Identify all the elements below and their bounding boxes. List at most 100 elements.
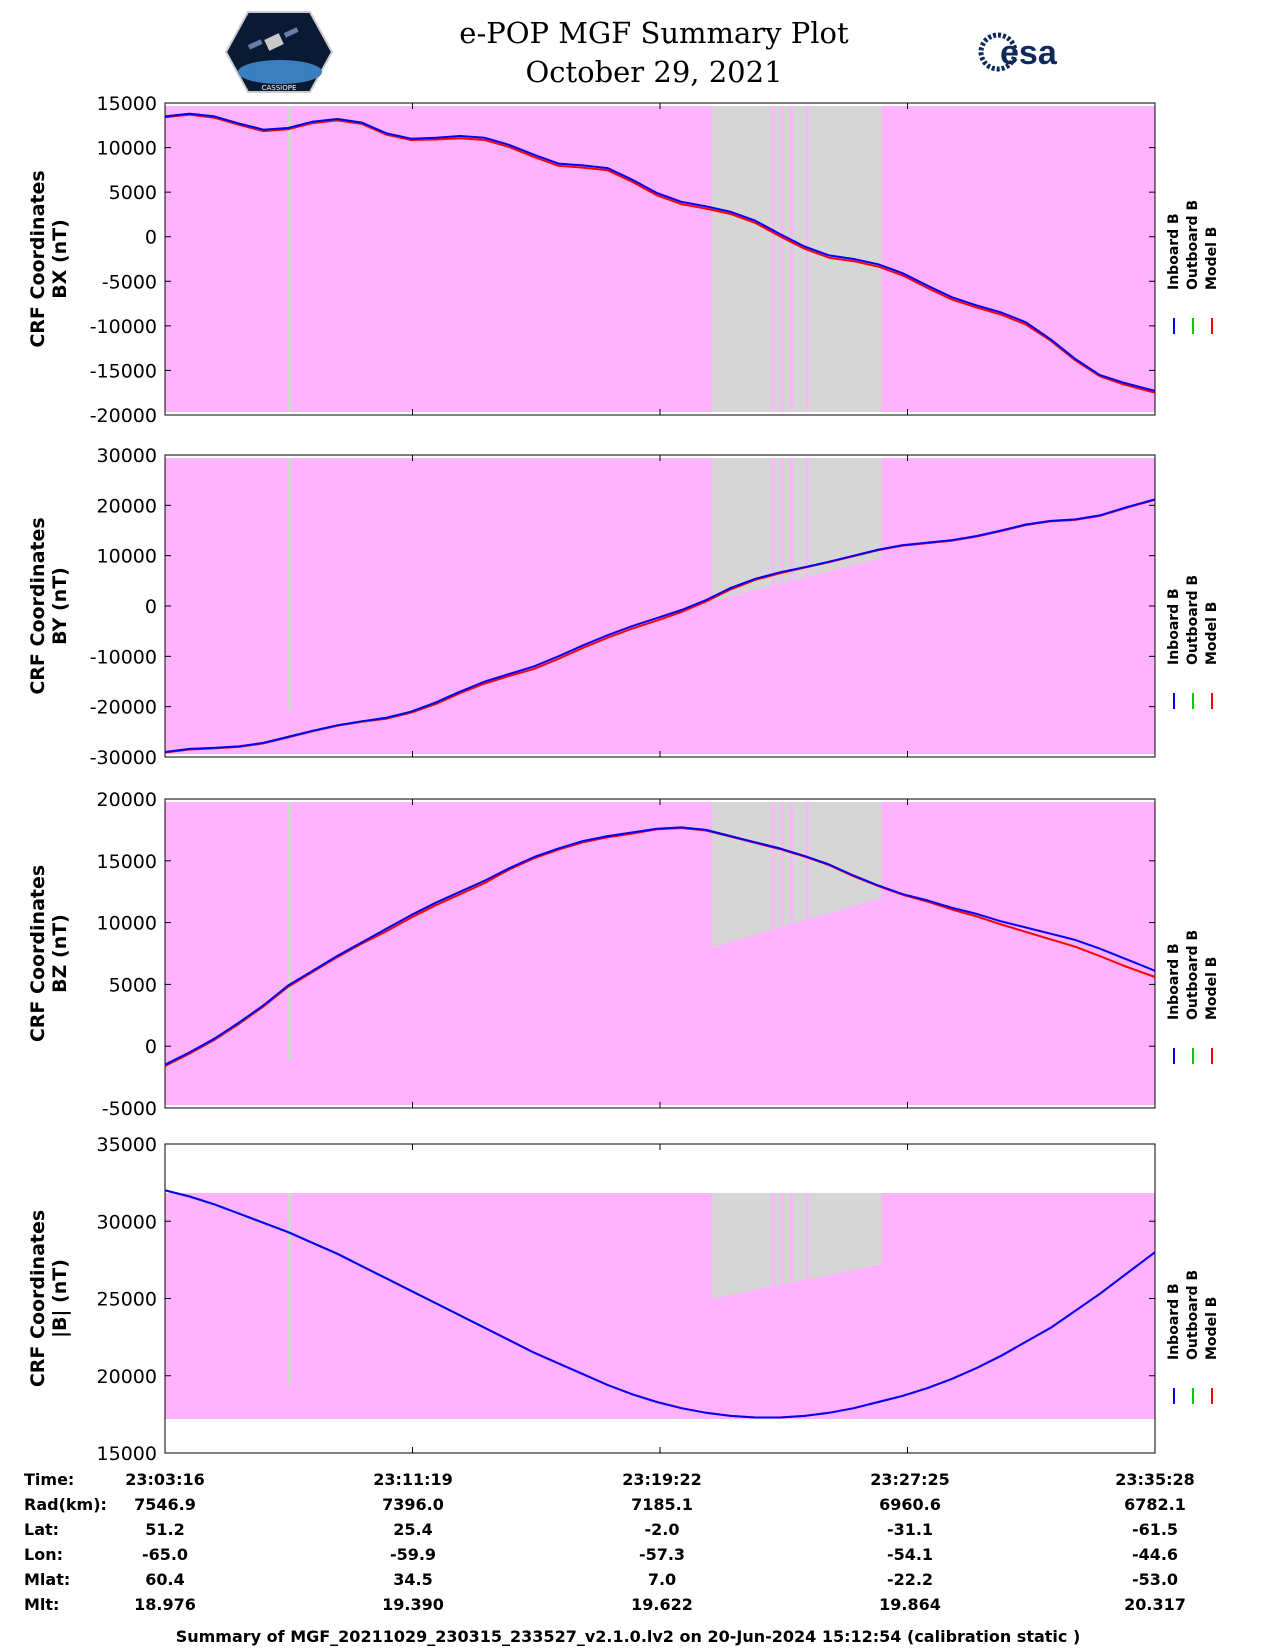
header: CASSIOPE e-POP MGF Summary Plot October … bbox=[224, 11, 1058, 93]
info-row-value: 19.864 bbox=[879, 1595, 941, 1614]
legend-label: Inboard B bbox=[1166, 588, 1182, 665]
data-gap-sliver bbox=[790, 1193, 794, 1419]
data-gap-sliver bbox=[805, 458, 809, 754]
info-row-value: 7396.0 bbox=[382, 1495, 444, 1514]
data-gap-sliver bbox=[780, 1193, 784, 1419]
legend-label: Model B bbox=[1204, 227, 1220, 290]
plot-background bbox=[165, 802, 1155, 1105]
info-row-value: 23:11:19 bbox=[373, 1470, 453, 1489]
data-gap-sliver bbox=[771, 1193, 775, 1419]
inboard-b-line bbox=[164, 1189, 1156, 1419]
figure-title-line1: e-POP MGF Summary Plot bbox=[459, 16, 849, 50]
info-row-value: -31.1 bbox=[887, 1520, 933, 1539]
y-tick-label: 10000 bbox=[97, 546, 157, 568]
info-row-value: 20.317 bbox=[1124, 1595, 1186, 1614]
info-row-value: -61.5 bbox=[1132, 1520, 1178, 1539]
y-tick-label: -5000 bbox=[102, 1098, 157, 1120]
esa-logo: esa bbox=[978, 32, 1058, 72]
info-row-label: Lat: bbox=[24, 1520, 59, 1539]
data-gap-sliver bbox=[805, 1193, 809, 1419]
legend-label: Model B bbox=[1204, 957, 1220, 1020]
info-row-value: -54.1 bbox=[887, 1545, 933, 1564]
info-row-value: -53.0 bbox=[1132, 1570, 1178, 1589]
y-tick-label: 20000 bbox=[97, 1366, 157, 1388]
y-axis-label-line: BZ (nT) bbox=[49, 914, 71, 993]
y-tick-label: -20000 bbox=[90, 405, 157, 427]
legend: Inboard B Outboard B Model B bbox=[1166, 575, 1220, 709]
cassiope-logo-text: CASSIOPE bbox=[262, 84, 297, 92]
y-axis-label: CRF CoordinatesBZ (nT) bbox=[27, 865, 71, 1042]
info-row-value: 6782.1 bbox=[1124, 1495, 1186, 1514]
info-row-value: -22.2 bbox=[887, 1570, 933, 1589]
data-gap-sliver bbox=[780, 458, 784, 754]
footer-summary: Summary of MGF_20211029_230315_233527_v2… bbox=[176, 1627, 1081, 1646]
y-axis-label: CRF Coordinates|B| (nT) bbox=[27, 1210, 71, 1387]
legend-label: Model B bbox=[1204, 602, 1220, 665]
panel-1: 15000 10000 5000 0 -5000 -10000 -15000 -20000 CR… bbox=[27, 93, 1220, 427]
info-row-value: -2.0 bbox=[645, 1520, 680, 1539]
y-tick-label: -15000 bbox=[90, 360, 157, 382]
plot-background bbox=[165, 106, 1155, 412]
data-gap-line bbox=[287, 1193, 291, 1386]
info-row-value: -57.3 bbox=[639, 1545, 685, 1564]
y-axis-label-line: CRF Coordinates bbox=[27, 865, 49, 1042]
legend-label: Outboard B bbox=[1185, 1270, 1201, 1360]
y-axis-label-line: CRF Coordinates bbox=[27, 170, 49, 347]
y-tick-label: 0 bbox=[145, 227, 157, 249]
plot-background bbox=[165, 1193, 1155, 1419]
info-row-value: 60.4 bbox=[145, 1570, 184, 1589]
legend-label: Model B bbox=[1204, 1297, 1220, 1360]
cassiope-logo: CASSIOPE bbox=[224, 11, 334, 93]
inboard-b-line bbox=[164, 826, 1156, 1066]
esa-logo-text: esa bbox=[1000, 34, 1058, 72]
data-gap-region bbox=[712, 1193, 882, 1299]
y-tick-label: 0 bbox=[145, 596, 157, 618]
info-row-label: Rad(km): bbox=[24, 1495, 107, 1514]
info-row-value: 23:03:16 bbox=[125, 1470, 205, 1489]
info-row-value: 25.4 bbox=[393, 1520, 432, 1539]
y-axis-label-line: CRF Coordinates bbox=[27, 1210, 49, 1387]
info-row-value: 23:19:22 bbox=[622, 1470, 702, 1489]
inboard-b-line bbox=[164, 112, 1156, 392]
data-gap-sliver bbox=[790, 458, 794, 754]
y-tick-label: 20000 bbox=[97, 789, 157, 811]
y-tick-label: 10000 bbox=[97, 138, 157, 160]
y-tick-label: 0 bbox=[145, 1036, 157, 1058]
figure-title-line2: October 29, 2021 bbox=[525, 55, 782, 89]
y-tick-label: 10000 bbox=[97, 913, 157, 935]
y-axis-label: CRF CoordinatesBY (nT) bbox=[27, 517, 71, 694]
info-row-value: 7546.9 bbox=[134, 1495, 196, 1514]
plot-background bbox=[165, 458, 1155, 754]
data-gap-sliver bbox=[780, 106, 784, 412]
y-tick-label: -30000 bbox=[90, 747, 157, 769]
data-gap-line bbox=[287, 458, 291, 710]
y-tick-label: 30000 bbox=[97, 445, 157, 467]
data-gap-sliver bbox=[771, 106, 775, 412]
info-row-value: 51.2 bbox=[145, 1520, 184, 1539]
info-row-value: 18.976 bbox=[134, 1595, 196, 1614]
legend-label: Outboard B bbox=[1185, 930, 1201, 1020]
info-row-value: -65.0 bbox=[142, 1545, 188, 1564]
legend-label: Outboard B bbox=[1185, 200, 1201, 290]
info-row-value: -44.6 bbox=[1132, 1545, 1178, 1564]
info-row-label: Mlt: bbox=[24, 1595, 59, 1614]
info-row-value: 6960.6 bbox=[879, 1495, 941, 1514]
data-gap-sliver bbox=[805, 106, 809, 412]
info-row-label: Time: bbox=[24, 1470, 74, 1489]
info-row-label: Lon: bbox=[24, 1545, 63, 1564]
legend-label: Outboard B bbox=[1185, 575, 1201, 665]
info-row-label: Mlat: bbox=[24, 1570, 70, 1589]
y-tick-label: 25000 bbox=[97, 1289, 157, 1311]
panel-2: 30000 20000 10000 0 -10000 -20000 -30000 CRF Co… bbox=[27, 445, 1220, 769]
y-axis-label-line: |B| (nT) bbox=[49, 1259, 71, 1338]
info-row-value: -59.9 bbox=[390, 1545, 436, 1564]
y-tick-label: -20000 bbox=[90, 697, 157, 719]
data-gap-line bbox=[287, 802, 291, 1060]
plot-panels: 15000 10000 5000 0 -5000 -10000 -15000 -20000 CR… bbox=[27, 93, 1220, 1465]
ephemeris-table: Time: 23:03:16 23:11:19 23:19:22 23:27:25 23:… bbox=[24, 1470, 1195, 1614]
data-gap-sliver bbox=[805, 802, 809, 1105]
inboard-b-line bbox=[164, 498, 1156, 753]
legend: Inboard B Outboard B Model B bbox=[1166, 930, 1220, 1064]
info-row-value: 19.390 bbox=[382, 1595, 444, 1614]
